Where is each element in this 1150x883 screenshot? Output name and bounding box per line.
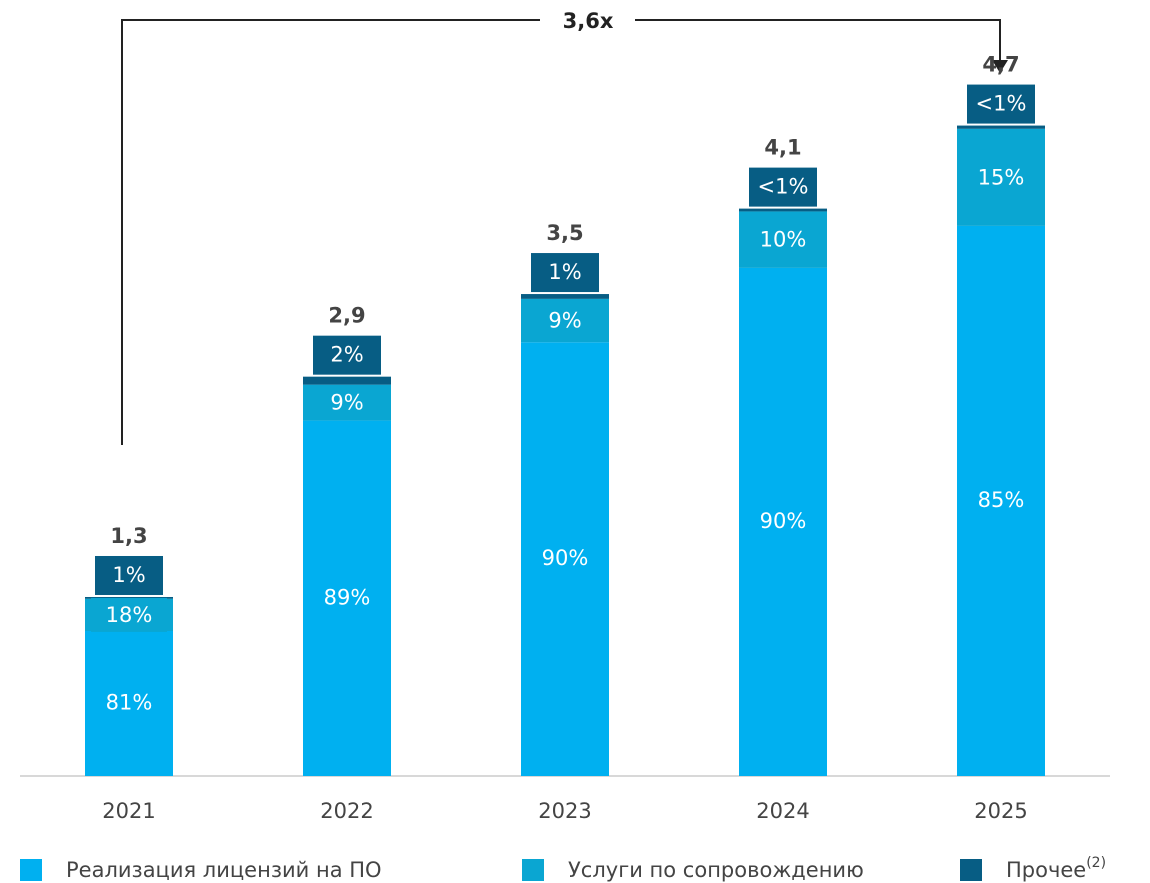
data-label: 10% [760, 228, 807, 252]
x-tick-label: 2022 [320, 799, 373, 823]
bar-segment [739, 208, 827, 212]
bar-segment [303, 420, 391, 776]
total-label: 4,1 [764, 136, 801, 160]
x-tick-label: 2024 [756, 799, 809, 823]
legend-name: Прочее [1006, 858, 1086, 882]
x-tick-label: 2021 [102, 799, 155, 823]
legend-note: (2) [1086, 855, 1106, 871]
label-box [963, 160, 1039, 195]
x-tick-label: 2025 [974, 799, 1027, 823]
bar-segment [957, 225, 1045, 777]
data-label: 15% [978, 165, 1025, 189]
label-box [531, 253, 599, 293]
bar-segment [303, 376, 391, 385]
label-box [749, 167, 817, 207]
data-label: 9% [330, 391, 363, 415]
data-label: 85% [978, 488, 1025, 512]
bar-segment [521, 342, 609, 776]
label-box [309, 385, 385, 420]
bracket [121, 19, 540, 445]
data-label: 9% [548, 309, 581, 333]
legend-label: Услуги по сопровождению [568, 858, 864, 882]
arrow-head [992, 60, 1008, 73]
label-box [313, 335, 381, 375]
data-label: 81% [106, 691, 153, 715]
legend-label: Реализация лицензий на ПО [66, 858, 382, 882]
total-label: 1,3 [110, 524, 147, 548]
legend-name: Услуги по сопровождению [568, 858, 864, 882]
data-label: <1% [758, 175, 809, 199]
legend-swatch [960, 859, 982, 881]
data-label: 2% [330, 343, 363, 367]
data-label: 90% [542, 546, 589, 570]
bar-segment [85, 596, 173, 599]
data-label: 89% [324, 585, 371, 609]
legend-swatch [20, 859, 42, 881]
legend-name: Реализация лицензий на ПО [66, 858, 382, 882]
legend-swatch [522, 859, 544, 881]
data-label: 18% [106, 603, 153, 627]
growth-annotation: 3,6x [563, 9, 614, 33]
x-tick-label: 2023 [538, 799, 591, 823]
legend-label: Прочее(2) [1006, 855, 1106, 882]
total-label: 3,5 [546, 221, 583, 245]
bar-segment [739, 267, 827, 776]
data-label: 1% [112, 563, 145, 587]
data-label: <1% [976, 92, 1027, 116]
data-label: 1% [548, 260, 581, 284]
label-box [91, 597, 167, 632]
bracket [635, 19, 1001, 62]
bar-segment [521, 294, 609, 299]
label-box [527, 303, 603, 338]
label-box [745, 222, 821, 257]
data-label: 90% [760, 509, 807, 533]
bar-segment [957, 125, 1045, 129]
bar-segment [85, 631, 173, 776]
label-box [95, 555, 163, 595]
total-label: 2,9 [328, 304, 365, 328]
label-box [967, 84, 1035, 124]
total-label: 4,7 [982, 53, 1019, 77]
